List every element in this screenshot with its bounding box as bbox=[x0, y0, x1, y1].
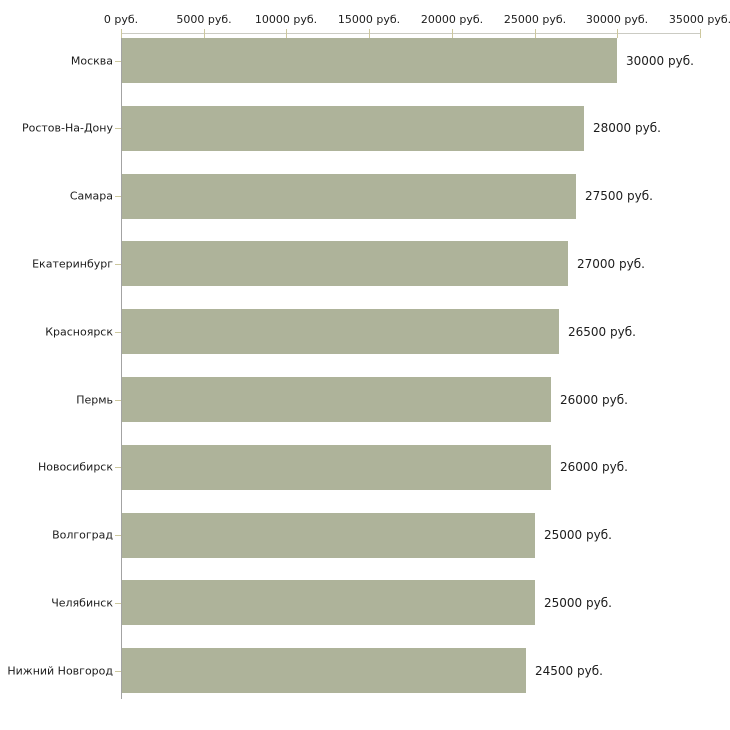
bar bbox=[122, 38, 617, 83]
category-tick bbox=[115, 467, 121, 468]
category-label: Ростов-На-Дону bbox=[21, 121, 113, 135]
x-axis-tick bbox=[204, 29, 205, 38]
value-label: 27000 руб. bbox=[577, 256, 645, 271]
x-axis-tick-label: 0 руб. bbox=[103, 13, 139, 26]
x-axis-tick bbox=[286, 29, 287, 38]
category-tick bbox=[115, 196, 121, 197]
category-tick bbox=[115, 332, 121, 333]
category-label: Москва bbox=[70, 54, 113, 67]
value-label: 26500 руб. bbox=[568, 324, 636, 339]
x-axis-tick-label: 30000 руб. bbox=[585, 13, 649, 26]
bar bbox=[122, 377, 551, 422]
category-tick bbox=[115, 671, 121, 672]
category-tick bbox=[115, 264, 121, 265]
x-axis-tick bbox=[535, 29, 536, 38]
value-label: 26000 руб. bbox=[560, 460, 628, 475]
x-axis-tick bbox=[121, 29, 122, 38]
value-label: 26000 руб. bbox=[560, 392, 628, 407]
category-label: Челябинск bbox=[51, 596, 113, 610]
category-label: Волгоград bbox=[52, 528, 113, 542]
x-axis-tick bbox=[369, 29, 370, 38]
category-label: Нижний Новгород bbox=[7, 664, 113, 678]
category-label: Самара bbox=[69, 189, 113, 203]
x-axis-line bbox=[121, 33, 700, 34]
category-label: Екатеринбург bbox=[32, 257, 113, 271]
value-label: 30000 руб. bbox=[626, 53, 694, 68]
category-tick bbox=[115, 603, 121, 604]
category-tick bbox=[115, 128, 121, 129]
x-axis-tick-label: 20000 руб. bbox=[420, 13, 484, 26]
category-label: Пермь bbox=[76, 393, 113, 406]
category-tick bbox=[115, 400, 121, 401]
bar bbox=[122, 106, 584, 151]
bar bbox=[122, 309, 559, 354]
x-axis-tick-label: 35000 руб. bbox=[668, 13, 730, 26]
bar bbox=[122, 241, 568, 286]
bar bbox=[122, 513, 535, 558]
x-axis-tick bbox=[617, 29, 618, 38]
category-label: Красноярск bbox=[45, 325, 113, 339]
category-tick bbox=[115, 535, 121, 536]
value-label: 25000 руб. bbox=[544, 595, 612, 610]
y-axis-line bbox=[121, 33, 122, 699]
value-label: 24500 руб. bbox=[535, 663, 603, 678]
x-axis-tick bbox=[452, 29, 453, 38]
bar bbox=[122, 174, 576, 219]
value-label: 28000 руб. bbox=[593, 121, 661, 136]
bar bbox=[122, 445, 551, 490]
category-label: Новосибирск bbox=[37, 460, 113, 474]
x-axis-tick-label: 25000 руб. bbox=[503, 13, 567, 26]
x-axis-tick bbox=[700, 29, 701, 38]
bar bbox=[122, 648, 526, 693]
x-axis-tick-label: 15000 руб. bbox=[337, 13, 401, 26]
x-axis-tick-label: 10000 руб. bbox=[254, 13, 318, 26]
value-label: 27500 руб. bbox=[585, 189, 653, 204]
bar bbox=[122, 580, 535, 625]
x-axis-tick-label: 5000 руб. bbox=[176, 13, 232, 26]
value-label: 25000 руб. bbox=[544, 528, 612, 543]
category-tick bbox=[115, 61, 121, 62]
